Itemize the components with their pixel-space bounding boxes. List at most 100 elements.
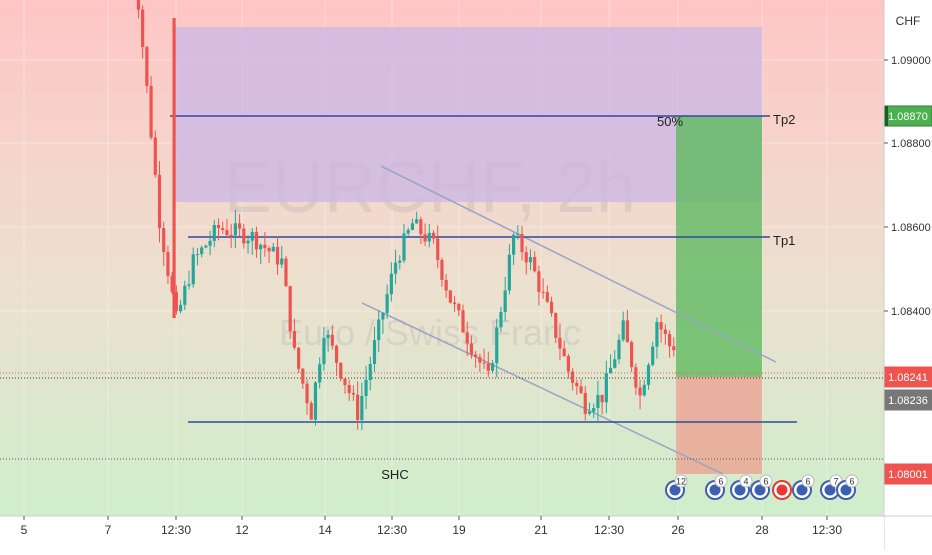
candle[interactable] <box>613 350 617 369</box>
candle[interactable] <box>410 218 415 231</box>
candle[interactable] <box>364 365 368 410</box>
candle[interactable] <box>469 335 474 359</box>
candle[interactable] <box>465 321 469 356</box>
candle[interactable] <box>259 243 263 264</box>
candle[interactable] <box>288 285 292 339</box>
candle[interactable] <box>579 379 583 395</box>
candle[interactable] <box>478 353 482 372</box>
economic-events-row[interactable]: 12 6 4 6 6 7 6 <box>665 474 859 500</box>
candle[interactable] <box>592 403 596 419</box>
candle[interactable] <box>157 161 162 243</box>
candle[interactable] <box>499 306 503 333</box>
candle[interactable] <box>436 225 440 269</box>
candle[interactable] <box>174 285 178 315</box>
candle[interactable] <box>225 219 229 238</box>
price-axis[interactable] <box>884 0 932 516</box>
candle[interactable] <box>351 385 356 401</box>
candle[interactable] <box>554 312 558 344</box>
candle[interactable] <box>326 329 330 352</box>
candle[interactable] <box>254 226 259 258</box>
candle[interactable] <box>625 309 630 343</box>
channel-lower-line[interactable] <box>361 302 724 475</box>
candle[interactable] <box>545 285 549 304</box>
candle[interactable] <box>204 244 208 249</box>
candle[interactable] <box>170 271 174 295</box>
candle[interactable] <box>347 379 351 401</box>
candle[interactable] <box>393 249 398 285</box>
candle[interactable] <box>191 247 195 288</box>
candle[interactable] <box>263 231 267 257</box>
target-zone[interactable] <box>676 116 762 377</box>
candle[interactable] <box>381 312 385 334</box>
candle[interactable] <box>309 400 313 420</box>
candle[interactable] <box>389 262 393 302</box>
candle[interactable] <box>419 216 423 244</box>
candle[interactable] <box>617 334 621 364</box>
candle[interactable] <box>305 379 309 415</box>
candle[interactable] <box>149 76 153 140</box>
candle[interactable] <box>461 304 465 333</box>
candlestick-series[interactable] <box>128 0 676 430</box>
candle[interactable] <box>313 381 318 426</box>
candle[interactable] <box>195 248 200 266</box>
candle[interactable] <box>482 348 486 370</box>
candle[interactable] <box>549 296 554 317</box>
candle[interactable] <box>672 337 676 357</box>
candle[interactable] <box>242 223 246 249</box>
candle[interactable] <box>621 311 625 342</box>
candle[interactable] <box>566 353 570 379</box>
candle[interactable] <box>427 224 431 248</box>
candle[interactable] <box>495 318 499 378</box>
candle[interactable] <box>486 351 490 377</box>
candle[interactable] <box>663 324 667 345</box>
candle[interactable] <box>372 326 377 373</box>
candle[interactable] <box>267 246 271 264</box>
candle[interactable] <box>452 295 457 313</box>
candle[interactable] <box>562 340 566 357</box>
candle[interactable] <box>630 340 634 373</box>
event-bubble[interactable]: 6 <box>836 474 859 500</box>
candle[interactable] <box>537 265 541 306</box>
candle[interactable] <box>583 385 587 421</box>
candle[interactable] <box>318 357 322 389</box>
candle[interactable] <box>440 257 444 288</box>
candle[interactable] <box>238 213 242 237</box>
candle[interactable] <box>600 394 604 415</box>
event-bubble[interactable]: 12 <box>665 474 688 500</box>
candle[interactable] <box>385 284 389 319</box>
event-bubble[interactable]: 6 <box>750 474 773 500</box>
candle[interactable] <box>216 218 221 241</box>
candle[interactable] <box>667 330 672 358</box>
candle[interactable] <box>246 234 250 254</box>
candle[interactable] <box>402 223 406 263</box>
candle[interactable] <box>571 367 575 391</box>
candle[interactable] <box>596 380 600 421</box>
candle[interactable] <box>178 299 183 314</box>
candle[interactable] <box>659 314 663 343</box>
candle[interactable] <box>507 244 511 295</box>
candle[interactable] <box>406 227 410 237</box>
candle[interactable] <box>280 245 284 268</box>
candle[interactable] <box>172 18 176 318</box>
candle[interactable] <box>431 230 436 244</box>
candle[interactable] <box>634 363 638 395</box>
supply-zone[interactable] <box>174 27 762 202</box>
event-bubble[interactable] <box>772 480 792 500</box>
candle[interactable] <box>271 243 275 252</box>
event-bubble[interactable]: 6 <box>705 474 728 500</box>
candle[interactable] <box>448 290 452 304</box>
candle[interactable] <box>474 351 478 368</box>
candle[interactable] <box>520 225 524 261</box>
candle[interactable] <box>292 318 296 350</box>
candle[interactable] <box>301 367 305 389</box>
candle[interactable] <box>250 227 254 255</box>
candle[interactable] <box>233 209 237 249</box>
candle[interactable] <box>516 225 520 240</box>
candle[interactable] <box>604 360 608 414</box>
candle[interactable] <box>655 317 659 359</box>
candle[interactable] <box>368 356 372 391</box>
candle[interactable] <box>356 381 360 430</box>
time-axis[interactable] <box>0 516 884 550</box>
candle[interactable] <box>444 274 448 298</box>
